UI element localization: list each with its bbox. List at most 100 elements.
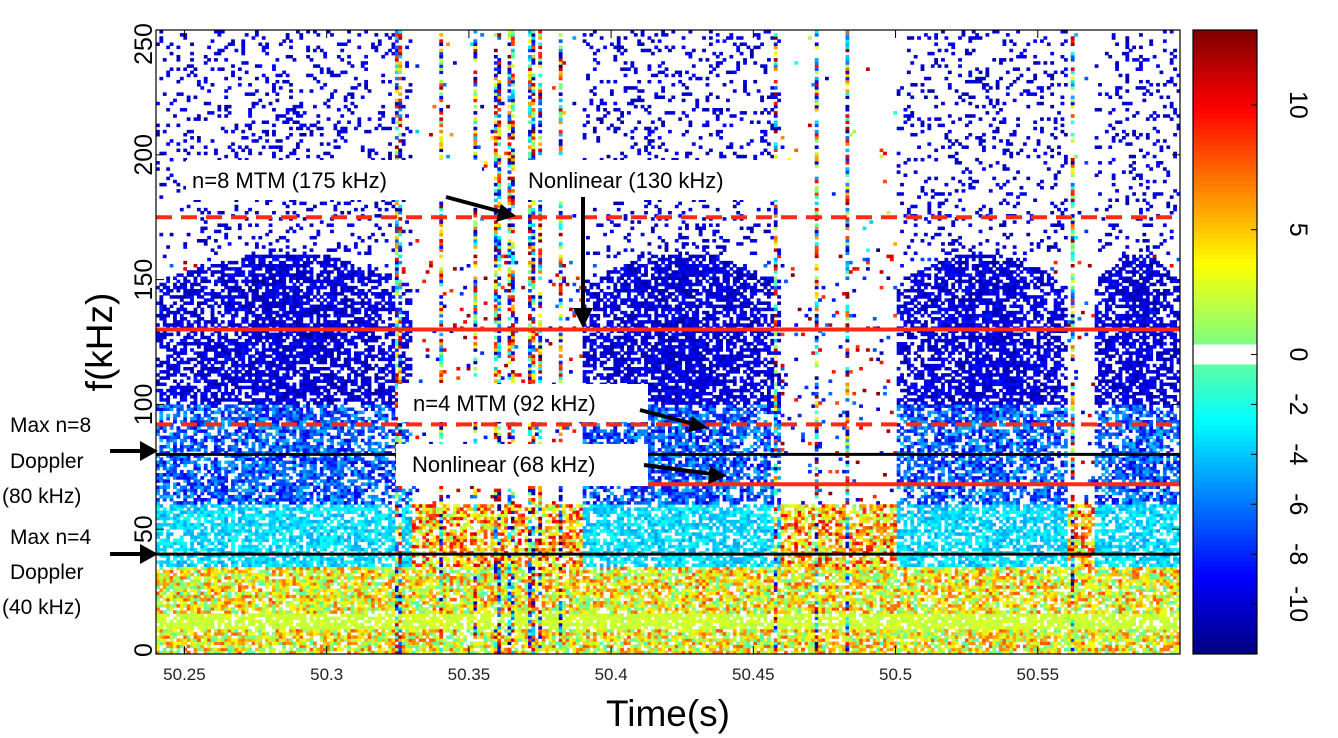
heatmap-cell <box>228 645 232 649</box>
heatmap-cell <box>258 401 262 405</box>
heatmap-cell <box>159 308 163 312</box>
heatmap-cell <box>217 601 221 605</box>
heatmap-cell <box>258 317 262 321</box>
heatmap-cell <box>303 426 307 430</box>
heatmap-cell <box>211 607 215 611</box>
heatmap-cell <box>296 114 300 118</box>
heatmap-cell <box>221 573 225 577</box>
heatmap-cell <box>282 114 286 118</box>
heatmap-cell <box>275 520 279 524</box>
heatmap-cell <box>282 648 286 652</box>
heatmap-cell <box>275 542 279 546</box>
heatmap-cell <box>228 620 232 624</box>
heatmap-cell <box>299 604 303 608</box>
heatmap-cell <box>306 638 310 642</box>
heatmap-cell <box>279 545 283 549</box>
heatmap-cell <box>265 604 269 608</box>
heatmap-cell <box>190 495 194 499</box>
heatmap-cell <box>248 354 252 358</box>
heatmap-cell <box>279 248 283 252</box>
heatmap-cell <box>265 42 269 46</box>
heatmap-cell <box>238 638 242 642</box>
heatmap-cell <box>207 573 211 577</box>
heatmap-cell <box>204 617 208 621</box>
heatmap-cell <box>252 398 256 402</box>
heatmap-cell <box>289 445 293 449</box>
heatmap-cell <box>187 523 191 527</box>
heatmap-cell <box>180 379 184 383</box>
heatmap-cell <box>252 92 256 96</box>
heatmap-cell <box>310 632 314 636</box>
heatmap-cell <box>272 305 276 309</box>
heatmap-cell <box>217 114 221 118</box>
heatmap-cell <box>245 573 249 577</box>
heatmap-cell <box>190 130 194 134</box>
heatmap-cell <box>269 255 273 259</box>
heatmap-cell <box>262 361 266 365</box>
heatmap-cell <box>241 629 245 633</box>
heatmap-cell <box>228 420 232 424</box>
heatmap-cell <box>200 604 204 608</box>
heatmap-cell <box>170 564 174 568</box>
heatmap-cell <box>176 595 180 599</box>
heatmap-cell <box>159 567 163 571</box>
heatmap-cell <box>293 520 297 524</box>
heatmap-cell <box>320 582 324 586</box>
heatmap-cell <box>296 464 300 468</box>
heatmap-cell <box>231 364 235 368</box>
heatmap-cell <box>211 638 215 642</box>
heatmap-cell <box>241 613 245 617</box>
heatmap-cell <box>183 623 187 627</box>
heatmap-cell <box>255 501 259 505</box>
heatmap-cell <box>286 514 290 518</box>
heatmap-cell <box>187 517 191 521</box>
heatmap-cell <box>320 645 324 649</box>
heatmap-cell <box>173 370 177 374</box>
heatmap-cell <box>163 542 167 546</box>
heatmap-cell <box>170 473 174 477</box>
heatmap-cell <box>306 258 310 262</box>
heatmap-cell <box>221 517 225 521</box>
heatmap-cell <box>207 514 211 518</box>
heatmap-cell <box>255 520 259 524</box>
heatmap-cell <box>194 473 198 477</box>
heatmap-cell <box>282 386 286 390</box>
heatmap-cell <box>269 295 273 299</box>
heatmap-cell <box>282 323 286 327</box>
heatmap-cell <box>293 517 297 521</box>
heatmap-cell <box>228 414 232 418</box>
heatmap-cell <box>204 102 208 106</box>
heatmap-cell <box>265 476 269 480</box>
heatmap-cell <box>293 398 297 402</box>
heatmap-cell <box>241 342 245 346</box>
heatmap-cell <box>173 573 177 577</box>
heatmap-cell <box>183 308 187 312</box>
heatmap-cell <box>248 620 252 624</box>
heatmap-cell <box>173 320 177 324</box>
heatmap-cell <box>228 301 232 305</box>
heatmap-cell <box>293 629 297 633</box>
heatmap-cell <box>159 610 163 614</box>
heatmap-cell <box>190 588 194 592</box>
heatmap-cell <box>323 501 327 505</box>
heatmap-cell <box>265 339 269 343</box>
heatmap-cell <box>183 504 187 508</box>
heatmap-cell <box>310 620 314 624</box>
heatmap-cell <box>173 439 177 443</box>
heatmap-cell <box>194 280 198 284</box>
heatmap-cell <box>275 383 279 387</box>
heatmap-cell <box>306 295 310 299</box>
heatmap-cell <box>255 320 259 324</box>
heatmap-cell <box>214 445 218 449</box>
heatmap-cell <box>241 542 245 546</box>
heatmap-cell <box>293 395 297 399</box>
heatmap-cell <box>207 432 211 436</box>
heatmap-cell <box>275 411 279 415</box>
heatmap-cell <box>176 520 180 524</box>
heatmap-cell <box>235 429 239 433</box>
heatmap-cell <box>303 564 307 568</box>
heatmap-cell <box>190 613 194 617</box>
heatmap-cell <box>214 635 218 639</box>
heatmap-cell <box>282 255 286 259</box>
heatmap-cell <box>194 270 198 274</box>
